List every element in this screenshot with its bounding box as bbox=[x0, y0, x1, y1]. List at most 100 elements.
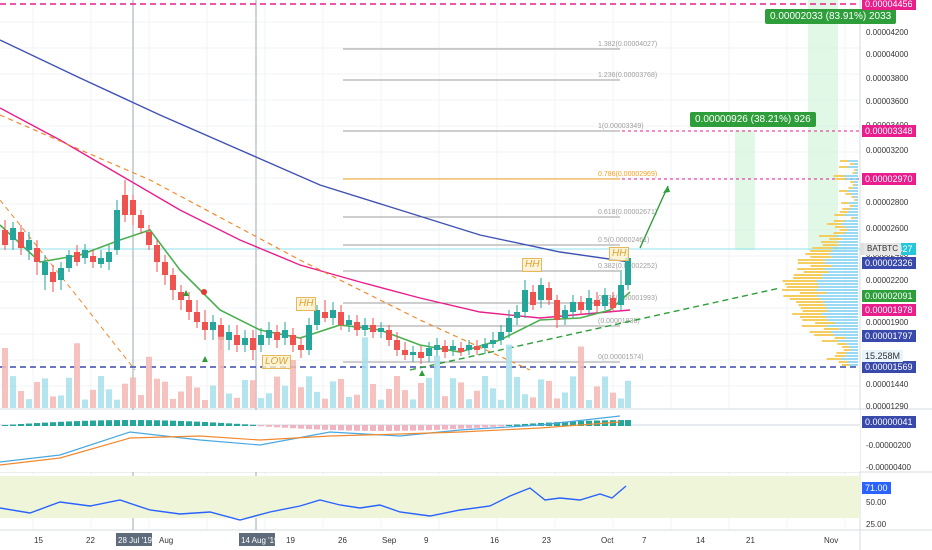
volume-profile-bar bbox=[849, 364, 858, 366]
volume-profile-bar bbox=[855, 184, 858, 186]
time-axis-label: 26 bbox=[338, 536, 347, 545]
price-axis-tick: 0.00001290 bbox=[866, 402, 909, 411]
volume-profile-bar bbox=[839, 229, 847, 231]
candle-body bbox=[298, 345, 304, 350]
time-axis-label: 21 bbox=[746, 536, 755, 545]
macd-histogram-bar bbox=[618, 420, 624, 426]
time-axis-label: 14 Aug '19 bbox=[241, 536, 279, 545]
volume-profile-bar bbox=[845, 175, 858, 177]
candle-body bbox=[226, 332, 232, 340]
candle-body bbox=[154, 245, 160, 262]
volume-profile-bar bbox=[805, 253, 829, 255]
volume-bar bbox=[618, 398, 624, 408]
time-axis-label: 16 bbox=[490, 536, 499, 545]
macd-histogram-bar bbox=[266, 425, 272, 427]
volume-bar bbox=[418, 383, 424, 408]
time-axis-label: 22 bbox=[86, 536, 95, 545]
candle-body bbox=[362, 325, 368, 330]
volume-bar bbox=[482, 376, 488, 408]
time-axis-label: 15 bbox=[34, 536, 43, 545]
volume-profile-bar bbox=[800, 316, 826, 318]
volume-profile-bar bbox=[785, 283, 818, 285]
volume-bar bbox=[234, 398, 240, 408]
price-tag-ema-slow: 0.00002326 bbox=[862, 257, 916, 269]
volume-bar bbox=[250, 380, 256, 408]
volume-bar bbox=[506, 345, 512, 408]
volume-bar bbox=[474, 391, 480, 408]
volume-bar bbox=[610, 393, 616, 408]
volume-bar bbox=[162, 382, 168, 408]
volume-profile-bar bbox=[846, 178, 858, 180]
volume-profile-bar bbox=[816, 289, 858, 291]
volume-profile-bar bbox=[835, 226, 845, 228]
candle-body bbox=[578, 302, 584, 310]
candle-body bbox=[522, 290, 528, 312]
volume-bar bbox=[66, 378, 72, 408]
volume-bar bbox=[282, 386, 288, 408]
volume-profile-bar bbox=[826, 316, 858, 318]
volume-bar bbox=[98, 376, 104, 408]
time-axis-label: 14 bbox=[696, 536, 705, 545]
macd-histogram-bar bbox=[50, 422, 56, 426]
volume-profile-bar bbox=[856, 169, 858, 171]
volume-bar bbox=[378, 400, 384, 408]
volume-profile-bar bbox=[845, 214, 858, 216]
macd-histogram-bar bbox=[170, 421, 176, 426]
volume-profile-bar bbox=[835, 178, 845, 180]
macd-histogram-bar bbox=[202, 422, 208, 426]
candle-body bbox=[162, 262, 168, 275]
macd-histogram-bar bbox=[66, 421, 72, 426]
volume-profile-bar bbox=[856, 199, 858, 201]
volume-profile-bar bbox=[831, 331, 858, 333]
time-axis-label: 23 bbox=[542, 536, 551, 545]
macd-histogram-bar bbox=[274, 425, 280, 427]
macd-histogram-bar bbox=[210, 422, 216, 426]
volume-bar bbox=[74, 343, 80, 408]
wave-label-low: LOW bbox=[262, 355, 291, 369]
volume-profile-bar bbox=[798, 304, 825, 306]
fib-level-label: 1.236(0.00003768) bbox=[598, 72, 657, 79]
macd-histogram-bar bbox=[34, 423, 40, 426]
volume-profile-bar bbox=[848, 190, 858, 192]
volume-profile-bar bbox=[838, 241, 858, 243]
macd-histogram-bar bbox=[218, 423, 224, 426]
candle-body bbox=[10, 228, 16, 240]
candle-body bbox=[370, 325, 376, 332]
sell-signal-dot bbox=[201, 289, 207, 295]
macd-tag: 0.00000041 bbox=[862, 416, 916, 428]
volume-profile-bar bbox=[825, 262, 858, 264]
volume-profile-bar bbox=[850, 349, 858, 351]
macd-histogram-bar bbox=[482, 425, 488, 427]
volume-bar bbox=[514, 377, 520, 408]
volume-profile-bar bbox=[828, 271, 858, 273]
time-axis-label: Sep bbox=[382, 536, 397, 545]
volume-bar bbox=[346, 397, 352, 408]
candle-body bbox=[458, 348, 464, 352]
volume-profile-bar bbox=[827, 319, 858, 321]
candle-body bbox=[146, 232, 152, 245]
price-axis-tick: 0.00004200 bbox=[866, 28, 909, 37]
volume-bar bbox=[625, 381, 631, 408]
macd-histogram-bar bbox=[490, 425, 496, 427]
volume-profile-bar bbox=[825, 259, 858, 261]
symbol-tag: BATBTC bbox=[864, 243, 901, 255]
macd-histogram-bar bbox=[330, 425, 336, 430]
candle-body bbox=[202, 322, 208, 330]
volume-bar bbox=[370, 384, 376, 408]
time-axis-label: Nov bbox=[824, 536, 838, 545]
volume-profile-bar bbox=[842, 208, 849, 210]
volume-profile-bar bbox=[834, 220, 845, 222]
volume-profile-bar bbox=[845, 355, 858, 357]
volume-profile-bar bbox=[798, 262, 825, 264]
price-axis-tick: 0.00002200 bbox=[866, 276, 909, 285]
volume-bar bbox=[178, 392, 184, 408]
volume-profile-bar bbox=[839, 244, 858, 246]
fib-level-label: 1.382(0.00004027) bbox=[598, 41, 657, 48]
candle-body bbox=[266, 330, 272, 338]
volume-bar bbox=[226, 393, 232, 408]
volume-bar bbox=[218, 337, 224, 408]
volume-bar bbox=[242, 380, 248, 408]
volume-bar bbox=[594, 386, 600, 408]
